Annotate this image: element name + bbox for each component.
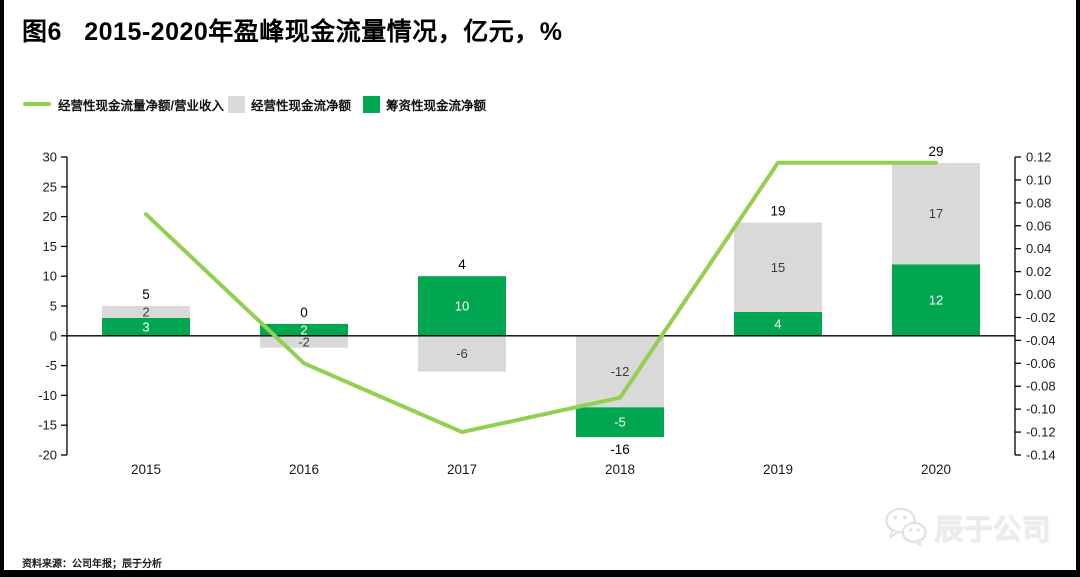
right-axis-tick-label: 0.04 — [1026, 241, 1051, 256]
bar-segment — [260, 323, 348, 336]
right-axis-tick-label: 0.12 — [1026, 150, 1051, 165]
right-axis-tick-label: -0.14 — [1026, 448, 1056, 463]
x-axis-label: 2016 — [289, 462, 319, 477]
left-axis-tick-label: -10 — [38, 388, 57, 403]
right-axis-tick-label: 0.10 — [1026, 172, 1051, 187]
bar-segment-label: -5 — [614, 415, 626, 430]
watermark-text: 辰于公司 — [934, 514, 1051, 546]
right-axis-tick-label: -0.12 — [1026, 425, 1056, 440]
gray-bar-swatch — [228, 95, 245, 113]
right-axis-tick-label: -0.08 — [1026, 379, 1056, 394]
bar-segment — [892, 264, 980, 336]
bar-segment-label: 10 — [455, 299, 469, 314]
bar-segment-label: 2 — [142, 304, 149, 319]
left-axis-tick-label: -20 — [38, 448, 57, 463]
x-axis-label: 2019 — [763, 462, 793, 477]
bar-segment-label: 4 — [774, 316, 781, 331]
line-swatch — [23, 102, 51, 106]
left-axis-tick-label: 5 — [50, 299, 57, 314]
bar-total-label: 4 — [458, 257, 466, 272]
bottom-border — [0, 570, 1080, 577]
bar-segment-label: 3 — [142, 319, 149, 334]
right-axis-tick-label: 0.06 — [1026, 218, 1051, 233]
bar-total-label: 29 — [928, 144, 943, 159]
bar-segment-label: 15 — [771, 260, 785, 275]
legend-item-financing: 筹资性现金流净额 — [363, 93, 486, 115]
figure-title: 图6 2015-2020年盈峰现金流量情况，亿元，% — [22, 18, 563, 46]
bar-segment-label: -2 — [298, 334, 310, 349]
right-border — [1076, 0, 1080, 577]
bar-segment — [260, 335, 348, 348]
ratio-line-series — [144, 160, 938, 435]
legend-item-operating: 经营性现金流净额 — [228, 93, 351, 115]
left-axis-tick-label: 20 — [43, 209, 57, 224]
legend-label-line: 经营性现金流量净额/营业收入 — [58, 98, 224, 113]
right-axis-tick-label: 0.08 — [1026, 195, 1051, 210]
legend-item-line: 经营性现金流量净额/营业收入 — [23, 93, 224, 115]
source-note: 资料来源：公司年报；辰于分析 — [22, 559, 162, 570]
left-axis-tick-label: -5 — [45, 358, 57, 373]
left-axis-tick-label: 25 — [43, 179, 57, 194]
bar-segment — [418, 276, 506, 336]
right-axis-tick-label: -0.04 — [1026, 333, 1056, 348]
right-axis-tick-label: 0.00 — [1026, 287, 1051, 302]
left-axis-tick-label: -15 — [38, 418, 57, 433]
bar-segment — [102, 306, 190, 318]
bar-segment — [734, 222, 822, 312]
bar-segment-label: 17 — [929, 206, 943, 221]
bar-total-label: -16 — [610, 442, 630, 457]
bar-segment — [418, 335, 506, 372]
legend-label-operating: 经营性现金流净额 — [251, 98, 352, 113]
x-axis-label: 2017 — [447, 462, 477, 477]
chart-legend: 经营性现金流量净额/营业收入 经营性现金流净额 筹资性现金流净额 — [0, 93, 1080, 115]
left-axis-tick-label: 0 — [50, 328, 57, 343]
bar-total-label: 19 — [770, 204, 785, 219]
right-axis-tick-label: 0.02 — [1026, 264, 1051, 279]
bar-segment-label: -6 — [456, 346, 468, 361]
x-axis-label: 2020 — [921, 462, 951, 477]
bar-segment — [576, 407, 664, 438]
bar-segment-label: 12 — [929, 293, 943, 308]
watermark: 辰于公司 — [884, 506, 1050, 548]
x-axis-label: 2015 — [131, 462, 161, 477]
left-axis-tick-label: 30 — [43, 150, 57, 165]
left-axis-tick-label: 10 — [43, 269, 57, 284]
bar-segment — [102, 317, 190, 336]
x-axis-label: 2018 — [605, 462, 635, 477]
legend-label-financing: 筹资性现金流净额 — [386, 98, 487, 113]
bar-segment — [734, 311, 822, 336]
right-axis-tick-label: -0.10 — [1026, 402, 1056, 417]
bar-total-label: 5 — [142, 287, 150, 302]
green-bar-swatch — [363, 95, 380, 113]
bar-total-label: 0 — [300, 305, 308, 320]
right-axis-tick-label: -0.02 — [1026, 310, 1056, 325]
right-axis-tick-label: -0.06 — [1026, 356, 1056, 371]
bar-segment-label: 2 — [300, 322, 307, 337]
left-border — [0, 0, 4, 577]
wechat-icon — [885, 507, 927, 547]
left-axis-tick-label: 15 — [43, 239, 57, 254]
bar-segment — [892, 162, 980, 265]
bar-segment-label: -12 — [611, 364, 630, 379]
